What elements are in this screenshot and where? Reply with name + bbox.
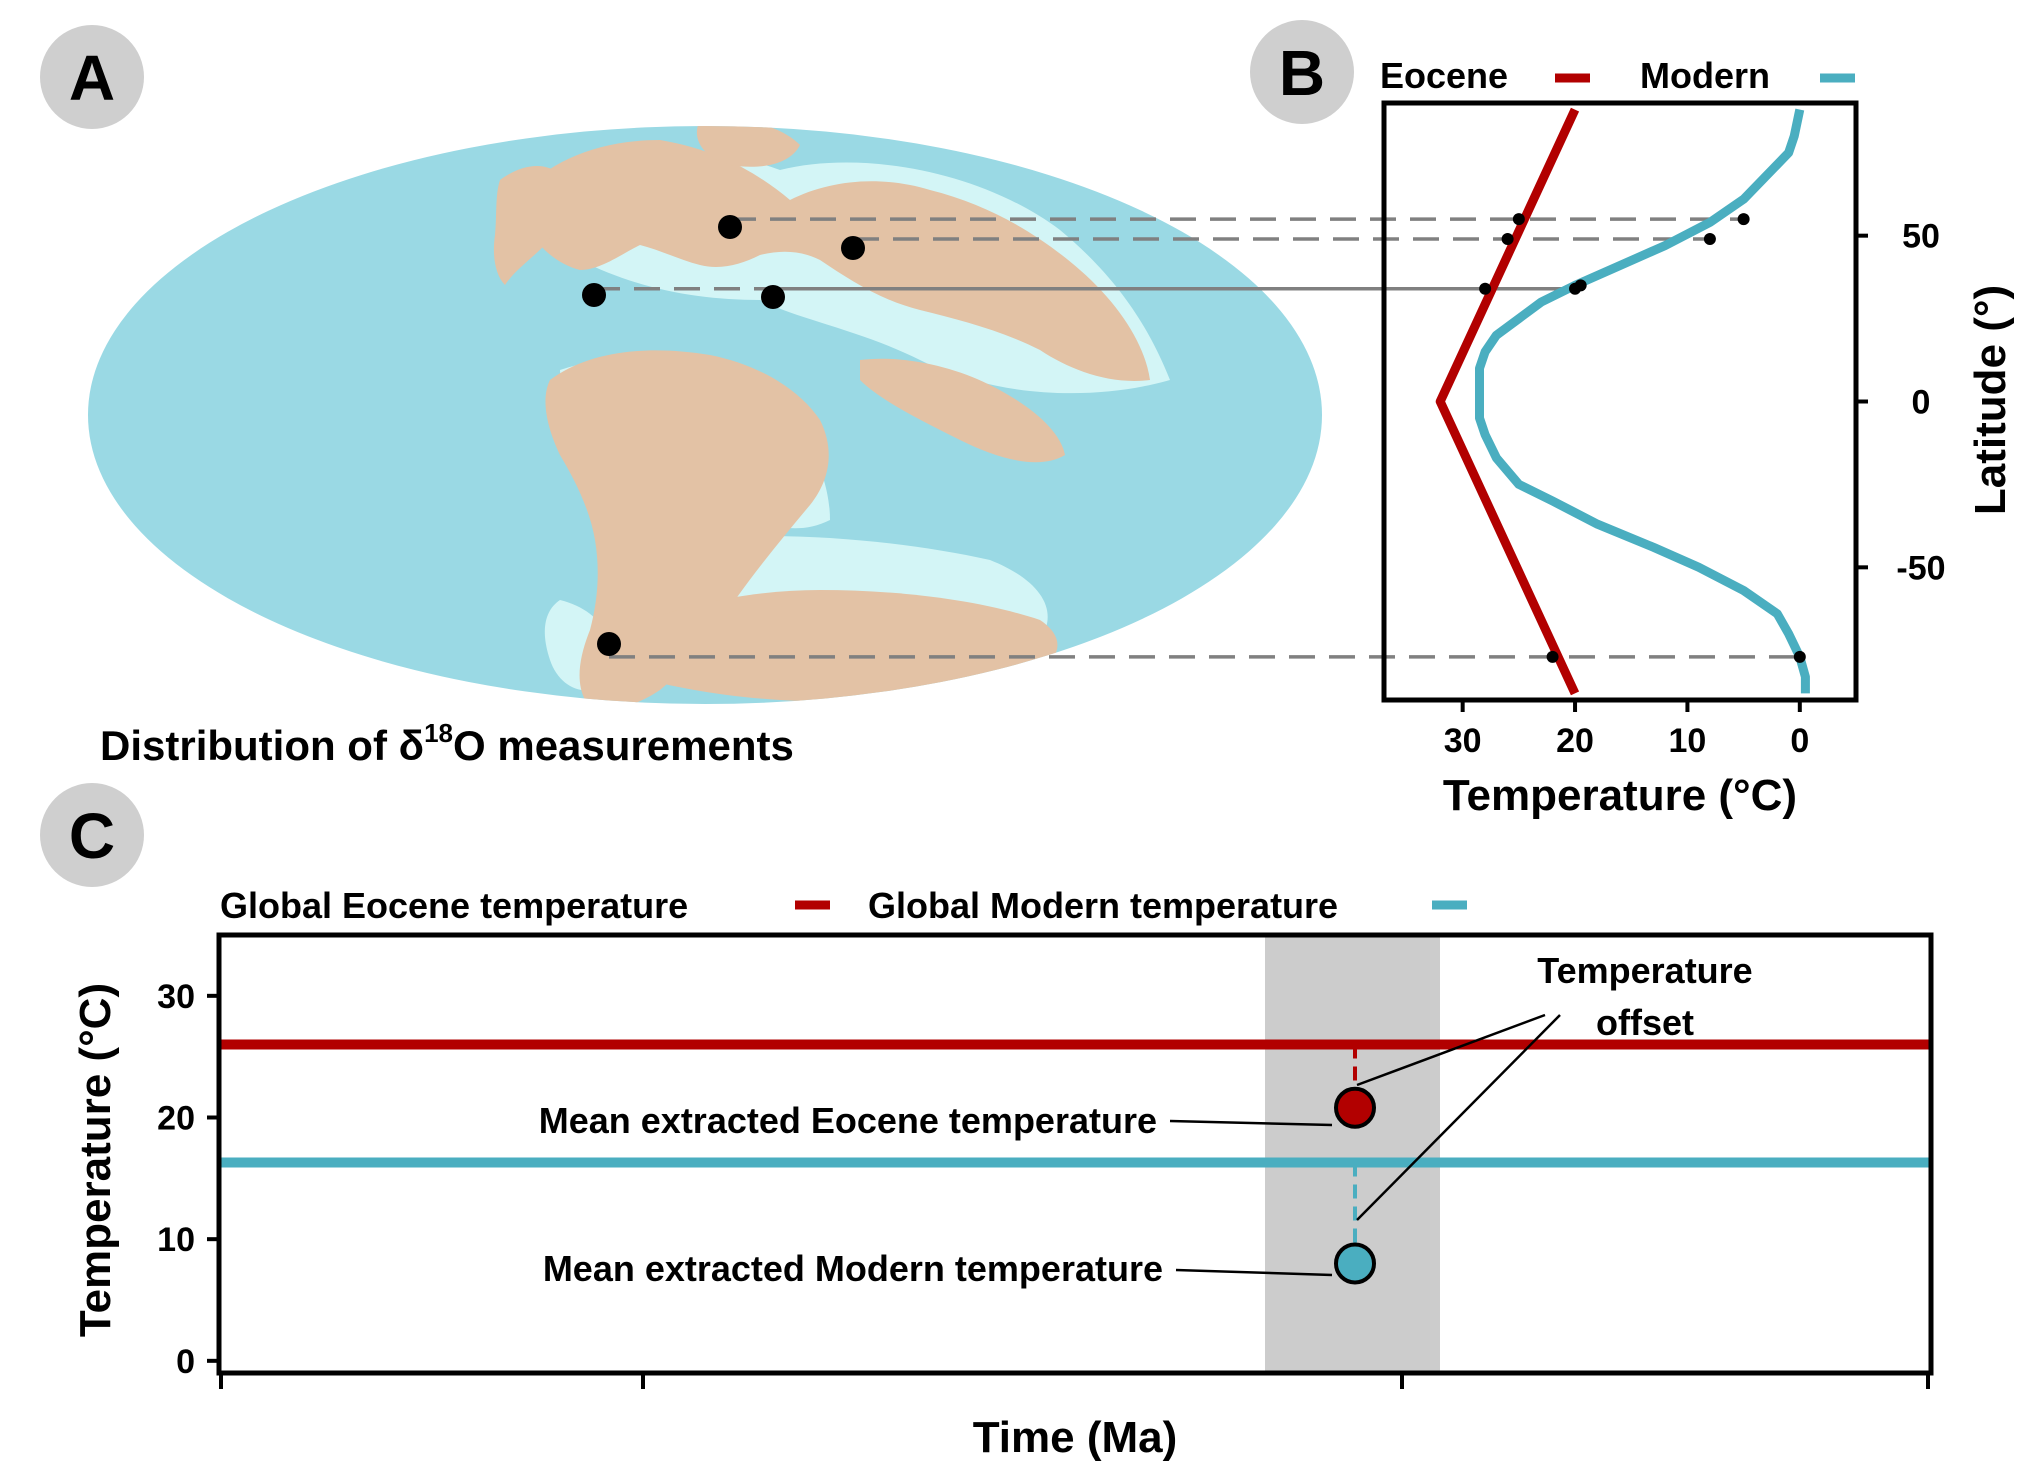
panel-c-legend: Global Eocene temperature Global Modern … xyxy=(220,885,1467,926)
legend-label-eocene: Eocene xyxy=(1380,55,1508,96)
y-tick-label: 30 xyxy=(157,978,195,1016)
sample-sites xyxy=(582,215,865,656)
panel-c-badge xyxy=(40,783,144,887)
y-tick-label: 10 xyxy=(157,1221,195,1259)
marker-modern xyxy=(1703,232,1716,245)
annotation-offset-line1: Temperature xyxy=(1537,950,1752,991)
legend-label-global-modern: Global Modern temperature xyxy=(868,885,1338,926)
y-tick-label: 50 xyxy=(1902,218,1940,256)
panel-c-xlabel: Time (Ma) xyxy=(973,1413,1178,1462)
panel-a-badge xyxy=(40,25,144,129)
marker-eocene xyxy=(1501,232,1514,245)
panel-b-plot-frame xyxy=(1381,100,1859,703)
x-tick-label: 0 xyxy=(1790,722,1809,760)
panel-b-xlabel: Temperature (°C) xyxy=(1443,771,1797,820)
panel-c: C Global Eocene temperature Global Moder… xyxy=(40,783,1934,1462)
panel-c-letter: C xyxy=(69,800,115,872)
panel-a: A xyxy=(40,25,1800,769)
annotation-modern-mean: Mean extracted Modern temperature xyxy=(543,1248,1163,1289)
legend-label-modern: Modern xyxy=(1640,55,1770,96)
annotation-leader-modern-offset xyxy=(1356,1014,1561,1221)
mean-point-eocene xyxy=(1334,1086,1376,1129)
paleogeographic-map xyxy=(88,126,1322,704)
annotation-offset-line2: offset xyxy=(1596,1002,1694,1043)
legend-label-global-eocene: Global Eocene temperature xyxy=(220,885,688,926)
annotation-leader-modern-mean xyxy=(1175,1268,1333,1277)
panel-c-plot xyxy=(219,935,1931,1373)
y-tick-label: 0 xyxy=(176,1343,195,1381)
panel-a-caption: Distribution of δ18O measurements xyxy=(100,718,794,769)
panel-b-ylabel: Latitude (°) xyxy=(1966,285,2015,515)
sample-site xyxy=(841,236,865,260)
panel-b-letter: B xyxy=(1279,37,1325,109)
annotation-leader-eocene-mean xyxy=(1169,1119,1333,1127)
sample-site xyxy=(597,632,621,656)
mean-point-modern xyxy=(1334,1242,1376,1285)
offset-annotation: Temperature offset Mean extracted Eocene… xyxy=(539,950,1753,1289)
highlight-band xyxy=(1265,935,1440,1373)
panel-b-legend: Eocene Modern xyxy=(1380,55,1855,96)
map-land xyxy=(493,126,1150,704)
marker-modern xyxy=(1793,650,1806,663)
sample-site xyxy=(582,283,606,307)
sample-site xyxy=(718,215,742,239)
panel-a-letter: A xyxy=(69,42,115,114)
marker-modern xyxy=(1574,279,1587,292)
marker-modern xyxy=(1737,213,1750,226)
x-tick-label: 20 xyxy=(1556,722,1594,760)
y-tick-label: -50 xyxy=(1896,549,1945,587)
marker-eocene xyxy=(1512,213,1525,226)
y-tick-label: 20 xyxy=(157,1100,195,1138)
y-tick-label: 0 xyxy=(1912,384,1931,422)
site-guide-lines xyxy=(594,217,1800,659)
annotation-eocene-mean: Mean extracted Eocene temperature xyxy=(539,1100,1157,1141)
marker-eocene xyxy=(1546,650,1559,663)
series-line-eocene xyxy=(1435,107,1580,696)
x-tick-label: 30 xyxy=(1444,722,1482,760)
panel-c-ylabel: Temperature (°C) xyxy=(71,983,120,1337)
panel-b-badge xyxy=(1250,20,1354,124)
panel-c-plot-frame xyxy=(216,932,1934,1376)
marker-eocene xyxy=(1479,282,1492,295)
panel-b-plot xyxy=(1435,107,1810,696)
panel-c-axes: 0 10 20 30 xyxy=(157,978,1930,1389)
annotation-leader-eocene-offset xyxy=(1356,1013,1546,1087)
sample-site xyxy=(761,285,785,309)
series-line-modern xyxy=(1475,108,1810,694)
x-tick-label: 10 xyxy=(1669,722,1707,760)
